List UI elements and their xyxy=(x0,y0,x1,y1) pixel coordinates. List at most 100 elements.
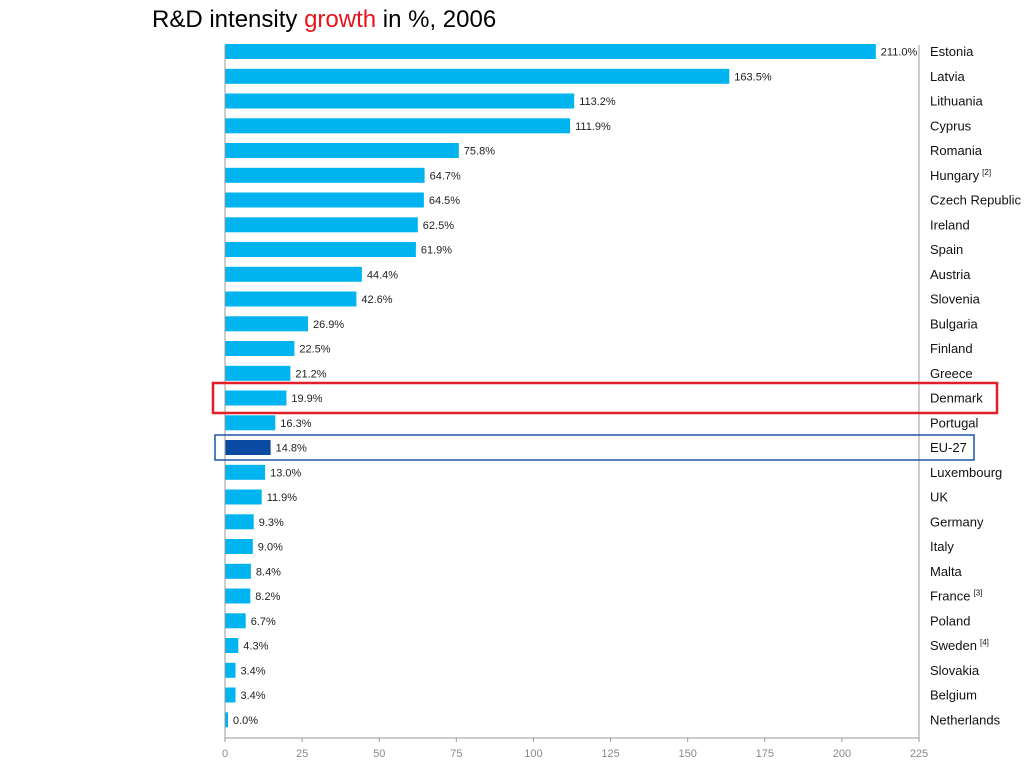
highlight-box-eu-27 xyxy=(214,434,975,461)
value-label: 22.5% xyxy=(299,344,330,356)
value-label: 3.4% xyxy=(241,665,266,677)
x-tick-label: 25 xyxy=(296,748,308,760)
value-label: 21.2% xyxy=(295,368,326,380)
value-label: 14.8% xyxy=(276,443,307,455)
bar-ireland xyxy=(225,217,418,233)
country-label: Belgium xyxy=(930,688,977,703)
value-label: 64.7% xyxy=(430,170,461,182)
value-label: 16.3% xyxy=(280,418,311,430)
bar-bulgaria xyxy=(225,316,308,332)
value-label: 64.5% xyxy=(429,195,460,207)
country-label: Lithuania xyxy=(930,94,984,109)
country-label: Greece xyxy=(930,366,973,381)
value-label: 9.0% xyxy=(258,542,283,554)
x-tick-label: 50 xyxy=(373,748,385,760)
bar-austria xyxy=(225,266,362,282)
value-label: 42.6% xyxy=(361,294,392,306)
bar-uk xyxy=(225,489,262,505)
country-label: Estonia xyxy=(930,44,974,59)
value-label: 111.9% xyxy=(575,121,611,133)
title-highlight: growth xyxy=(304,6,377,33)
title-prefix: R&D intensity xyxy=(152,6,305,33)
country-label: UK xyxy=(930,490,948,505)
country-label: EU-27 xyxy=(930,440,967,455)
value-label: 113.2% xyxy=(579,96,616,108)
value-label: 19.9% xyxy=(291,393,322,405)
country-label: Ireland xyxy=(930,217,970,232)
country-label: Denmark xyxy=(930,391,983,406)
country-label: Germany xyxy=(930,514,984,529)
value-label: 163.5% xyxy=(734,71,772,83)
title-suffix: in %, 2006 xyxy=(376,6,497,33)
x-tick-label: 125 xyxy=(601,748,619,760)
value-label: 3.4% xyxy=(241,690,266,702)
country-label: Portugal xyxy=(930,415,979,430)
bar-latvia xyxy=(225,68,730,84)
country-label: Malta xyxy=(930,564,963,579)
country-label: Finland xyxy=(930,341,973,356)
bar-sweden xyxy=(225,638,239,653)
bar-lithuania xyxy=(225,93,575,109)
value-label: 8.2% xyxy=(255,591,280,603)
highlight-box-denmark xyxy=(211,381,999,415)
bar-czech-republic xyxy=(225,192,424,208)
bar-belgium xyxy=(225,687,236,703)
bar-cyprus xyxy=(225,118,571,134)
value-label: 211.0% xyxy=(881,47,918,59)
value-label: 61.9% xyxy=(421,245,452,257)
country-label: Cyprus xyxy=(930,118,972,133)
bar-denmark xyxy=(225,390,287,406)
bar-malta xyxy=(225,563,251,579)
value-label: 62.5% xyxy=(423,220,454,232)
bar-slovenia xyxy=(225,291,357,307)
x-tick-label: 175 xyxy=(756,748,774,760)
country-label: Italy xyxy=(930,539,954,554)
value-label: 9.3% xyxy=(259,517,284,529)
country-label: Slovakia xyxy=(930,663,980,678)
value-label: 8.4% xyxy=(256,566,281,578)
country-label: Hungary [2] xyxy=(930,168,991,183)
bar-slovakia xyxy=(225,662,236,678)
bar-germany xyxy=(225,514,254,530)
x-tick-label: 0 xyxy=(222,748,228,760)
bar-poland xyxy=(225,613,246,629)
bar-portugal xyxy=(225,415,276,431)
country-label: Czech Republic xyxy=(930,193,1022,208)
value-label: 6.7% xyxy=(251,616,276,628)
bar-france xyxy=(225,588,251,604)
country-label: Latvia xyxy=(930,69,965,84)
country-label: Slovenia xyxy=(930,292,981,307)
country-label: Romania xyxy=(930,143,983,158)
bar-finland xyxy=(225,341,295,356)
country-label: Sweden [4] xyxy=(930,638,989,653)
value-label: 13.0% xyxy=(270,467,301,479)
x-tick-label: 150 xyxy=(678,748,696,760)
country-label: France [3] xyxy=(930,589,982,604)
x-tick-label: 225 xyxy=(910,748,928,760)
country-label: Netherlands xyxy=(930,712,1001,727)
value-label: 75.8% xyxy=(464,146,495,158)
country-label: Spain xyxy=(930,242,963,257)
bar-italy xyxy=(225,539,253,554)
value-label: 0.0% xyxy=(233,715,258,727)
x-tick-label: 100 xyxy=(524,748,542,760)
country-label: Poland xyxy=(930,613,970,628)
x-tick-label: 75 xyxy=(450,748,462,760)
country-label: Bulgaria xyxy=(930,316,978,331)
bar-estonia xyxy=(225,44,876,59)
value-label: 4.3% xyxy=(243,641,268,653)
country-label: Austria xyxy=(930,267,971,282)
chart-title: R&D intensity growth in %, 2006 xyxy=(152,6,496,34)
bar-spain xyxy=(225,242,416,257)
value-label: 26.9% xyxy=(313,319,344,331)
bar-luxembourg xyxy=(225,464,266,480)
country-label: Luxembourg xyxy=(930,465,1002,480)
bar-greece xyxy=(225,365,291,381)
bar-eu-27 xyxy=(225,440,271,455)
value-label: 44.4% xyxy=(367,269,398,281)
bar-hungary xyxy=(225,167,425,183)
bar-netherlands xyxy=(225,712,228,728)
x-tick-label: 200 xyxy=(833,748,851,760)
bar-romania xyxy=(225,143,459,158)
